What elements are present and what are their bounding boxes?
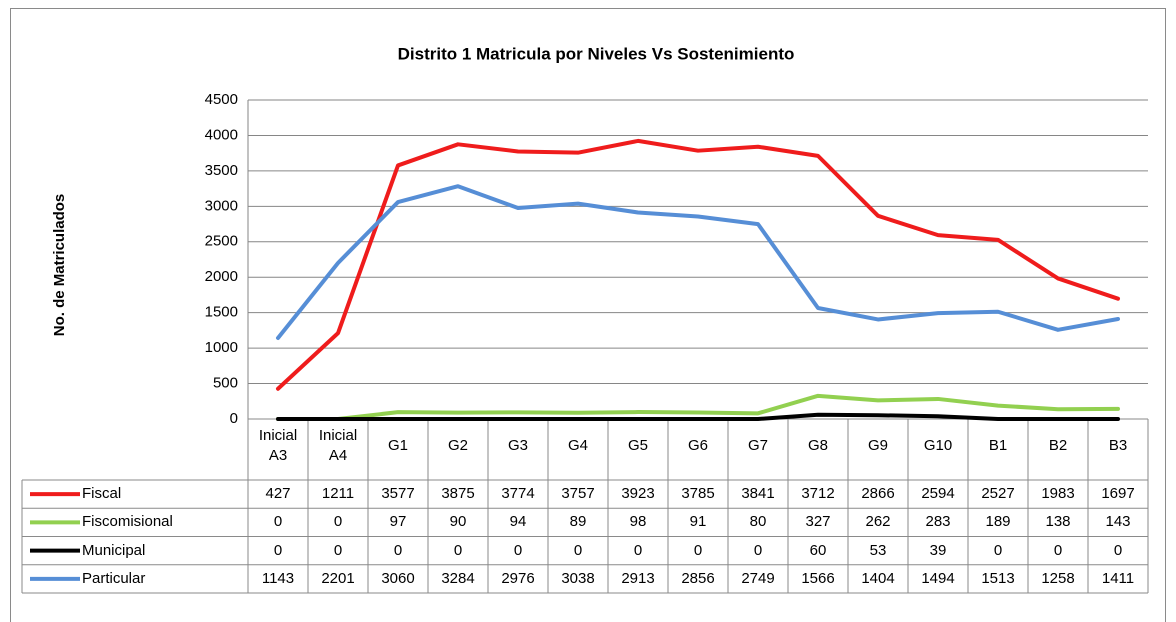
chart-frame	[10, 8, 1166, 622]
table-value: 1404	[861, 569, 895, 587]
x-tick-label: G9	[867, 436, 888, 454]
x-tick-label: G1	[387, 436, 408, 454]
x-tick-label: Inicial A4	[318, 426, 358, 464]
series-line	[276, 138, 1120, 391]
x-tick-label: G7	[747, 436, 768, 454]
y-tick-label: 1500	[205, 304, 238, 321]
table-value: 2527	[981, 485, 1015, 503]
x-tick-label: G3	[507, 436, 528, 454]
table-value: 3712	[801, 485, 835, 503]
table-value: 98	[629, 513, 647, 531]
table-value: 3875	[441, 485, 475, 503]
table-value: 1983	[1041, 485, 1075, 503]
table-value: 189	[985, 513, 1011, 531]
y-tick-label: 4500	[205, 91, 238, 108]
table-value: 283	[925, 513, 951, 531]
table-value: 0	[573, 541, 583, 559]
y-tick-label: 500	[213, 375, 238, 392]
legend-label: Fiscomisional	[82, 513, 173, 531]
y-tick-label: 4000	[205, 126, 238, 143]
table-value: 3060	[381, 569, 415, 587]
y-tick-label: 1000	[205, 339, 238, 356]
table-value: 3841	[741, 485, 775, 503]
table-value: 1211	[321, 485, 355, 503]
table-value: 60	[809, 541, 827, 559]
x-tick-label: G5	[627, 436, 648, 454]
table-value: 1143	[261, 569, 295, 587]
y-axis-label: No. de Matriculados	[51, 194, 68, 337]
table-value: 143	[1105, 513, 1131, 531]
x-tick-label: G10	[923, 436, 953, 454]
legend-label: Fiscal	[82, 485, 122, 503]
table-value: 2976	[501, 569, 535, 587]
table-value: 89	[569, 513, 587, 531]
x-tick-label: Inicial A3	[258, 426, 298, 464]
table-value: 427	[265, 485, 291, 503]
table-value: 2913	[621, 569, 655, 587]
series-line	[276, 184, 1120, 340]
table-value: 3923	[621, 485, 655, 503]
table-value: 39	[929, 541, 947, 559]
x-tick-label: B1	[988, 436, 1008, 454]
x-tick-label: G8	[807, 436, 828, 454]
x-tick-label: G2	[447, 436, 468, 454]
series-line	[276, 393, 1120, 421]
x-tick-label: G4	[567, 436, 588, 454]
table-value: 3774	[501, 485, 535, 503]
table-value: 138	[1045, 513, 1071, 531]
table-value: 0	[1053, 541, 1063, 559]
table-value: 2201	[321, 569, 355, 587]
y-tick-label: 2500	[205, 233, 238, 250]
table-value: 0	[273, 513, 283, 531]
table-value: 94	[509, 513, 527, 531]
y-tick-label: 3500	[205, 162, 238, 179]
table-value: 1697	[1101, 485, 1135, 503]
table-value: 0	[333, 513, 343, 531]
table-value: 3038	[561, 569, 595, 587]
table-value: 1411	[1101, 569, 1135, 587]
y-tick-label: 3000	[205, 197, 238, 214]
x-tick-label: B3	[1108, 436, 1128, 454]
table-value: 2856	[681, 569, 715, 587]
legend-label: Municipal	[82, 541, 146, 559]
x-tick-label: B2	[1048, 436, 1068, 454]
table-value: 3577	[381, 485, 415, 503]
table-value: 0	[633, 541, 643, 559]
table-value: 1258	[1041, 569, 1075, 587]
table-value: 91	[689, 513, 707, 531]
table-value: 0	[453, 541, 463, 559]
table-value: 262	[865, 513, 891, 531]
table-value: 0	[273, 541, 283, 559]
x-tick-label: G6	[687, 436, 708, 454]
table-value: 3785	[681, 485, 715, 503]
table-value: 2594	[921, 485, 955, 503]
table-value: 97	[389, 513, 407, 531]
table-value: 0	[513, 541, 523, 559]
table-value: 0	[993, 541, 1003, 559]
table-value: 80	[749, 513, 767, 531]
table-value: 1494	[921, 569, 955, 587]
series-line	[276, 412, 1120, 421]
legend-label: Particular	[82, 569, 146, 587]
table-value: 53	[869, 541, 887, 559]
table-value: 0	[393, 541, 403, 559]
table-value: 3757	[561, 485, 595, 503]
table-value: 0	[753, 541, 763, 559]
table-value: 0	[693, 541, 703, 559]
table-value: 1513	[981, 569, 1015, 587]
table-value: 90	[449, 513, 467, 531]
y-tick-label: 0	[230, 410, 238, 427]
table-value: 3284	[441, 569, 475, 587]
table-value: 0	[1113, 541, 1123, 559]
table-value: 1566	[801, 569, 835, 587]
table-value: 2866	[861, 485, 895, 503]
table-value: 0	[333, 541, 343, 559]
table-value: 327	[805, 513, 831, 531]
y-tick-label: 2000	[205, 268, 238, 285]
chart-title: Distrito 1 Matricula por Niveles Vs Sost…	[398, 44, 795, 63]
table-value: 2749	[741, 569, 775, 587]
